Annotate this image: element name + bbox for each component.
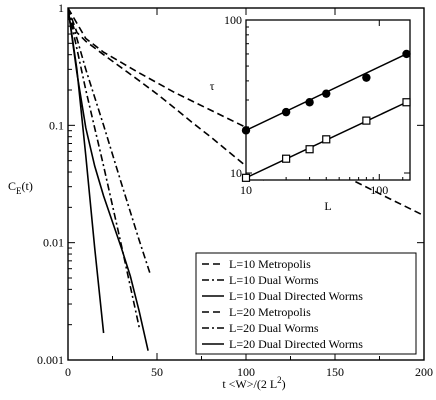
legend-entry-label: L=20 Dual Directed Worms	[229, 337, 363, 351]
x-tick-label: 0	[65, 365, 71, 379]
y-tick-label: 0.1	[49, 118, 64, 132]
inset-point-square	[282, 154, 291, 163]
series-line-6	[68, 8, 149, 351]
inset-chart: 10 100 10 100 Lτ	[210, 13, 411, 213]
inset-point-circle	[305, 98, 314, 107]
main-chart: 0 50 100 150 200 0.001 0.01 0.1 1 t <W>/(2 L2) CE(…	[8, 1, 433, 391]
inset-point-circle	[281, 107, 291, 117]
series-line-3	[68, 8, 105, 334]
inset-point-circle	[241, 126, 251, 135]
legend-entry-label: L=10 Metropolis	[229, 257, 311, 271]
x-tick-label: 50	[151, 365, 163, 379]
inset-point-circle	[362, 73, 371, 82]
x-axis-label: t <W>/(2 L2)	[222, 375, 285, 391]
inset-x-tick-label: 100	[370, 183, 388, 197]
inset-frame	[245, 19, 411, 181]
inset-point-square	[241, 173, 251, 182]
inset-y-tick-label: 10	[230, 166, 242, 180]
y-tick-label: 0.001	[37, 353, 64, 367]
inset-point-square	[402, 98, 411, 107]
y-axis-label: CE(t)	[8, 179, 33, 196]
legend-entry-label: L=20 Dual Worms	[229, 321, 319, 335]
legend-box	[195, 252, 417, 355]
legend-entry-label: L=20 Metropolis	[229, 305, 311, 319]
legend-entry-label: L=10 Dual Worms	[229, 273, 319, 287]
series-line-1	[68, 8, 265, 181]
inset-y-tick-label: 100	[224, 13, 242, 27]
legend-entry-label: L=10 Dual Directed Worms	[229, 289, 363, 303]
inset-point-square	[362, 116, 371, 125]
inset-x-tick-label: 10	[240, 183, 252, 197]
inset-point-square	[305, 145, 314, 154]
inset-point-circle	[322, 89, 331, 98]
inset-y-axis-label: τ	[210, 79, 215, 93]
x-tick-label: 200	[415, 365, 433, 379]
y-tick-label: 0.01	[43, 236, 64, 250]
inset-point-circle	[402, 49, 411, 59]
legend: L=10 Metropolis L=10 Dual Worms L=10 Dual …	[195, 252, 417, 355]
inset-x-axis-label: L	[324, 199, 331, 213]
series-line-5	[68, 8, 140, 328]
series-line-4	[68, 8, 424, 217]
inset-point-square	[322, 135, 331, 144]
y-tick-label: 1	[58, 1, 64, 15]
series-line-2	[68, 8, 151, 274]
x-tick-label: 100	[237, 365, 255, 379]
x-tick-label: 150	[326, 365, 344, 379]
